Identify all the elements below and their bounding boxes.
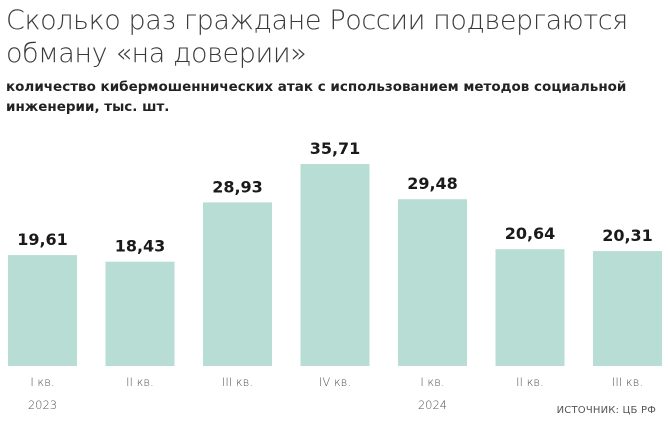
x-tick-label-2: II кв. xyxy=(126,375,154,389)
bar-3 xyxy=(203,202,272,366)
bar-2 xyxy=(105,261,175,366)
bar-7 xyxy=(593,251,662,366)
bar-1 xyxy=(8,255,77,366)
x-tick-label-7: III кв. xyxy=(612,375,643,389)
bar-value-label-2: 18,43 xyxy=(115,237,166,256)
bar-4 xyxy=(300,164,370,366)
year-label-2024: 2024 xyxy=(418,398,447,412)
bar-value-label-3: 28,93 xyxy=(212,177,263,196)
x-tick-label-1: I кв. xyxy=(30,375,54,389)
x-tick-label-3: III кв. xyxy=(222,375,253,389)
x-tick-label-4: IV кв. xyxy=(319,375,351,389)
bar-value-label-7: 20,31 xyxy=(602,226,653,245)
x-tick-label-6: II кв. xyxy=(516,375,544,389)
year-label-2023: 2023 xyxy=(28,398,57,412)
bar-value-label-5: 29,48 xyxy=(407,174,458,193)
chart-subtitle: количество кибермошеннических атак с исп… xyxy=(6,79,627,115)
bar-6 xyxy=(495,249,565,366)
bar-value-label-4: 35,71 xyxy=(310,139,361,158)
source-note: ИСТОЧНИК: ЦБ РФ xyxy=(556,405,656,416)
chart-title: Сколько раз граждане России подвергаются… xyxy=(6,5,628,69)
x-tick-label-5: I кв. xyxy=(420,375,444,389)
bar-value-label-1: 19,61 xyxy=(17,230,68,249)
bar-5 xyxy=(398,199,467,366)
bars-layer: 19,61 I кв. 18,43 II кв. 28,93 III кв. 35,71 IV… xyxy=(8,139,662,412)
bar-value-label-6: 20,64 xyxy=(505,224,556,243)
